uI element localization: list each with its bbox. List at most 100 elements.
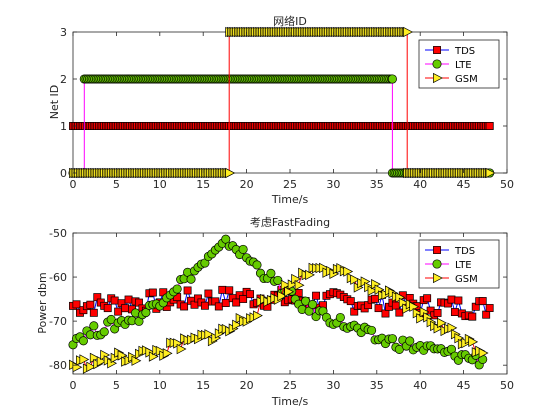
legend-marker-lte — [432, 259, 442, 269]
data-point-tds — [72, 300, 81, 309]
data-point-lte — [405, 336, 415, 346]
data-point-tds — [89, 308, 98, 317]
data-point-tds — [391, 301, 400, 310]
x-tick-label: 20 — [240, 379, 254, 392]
data-point-tds — [103, 304, 112, 313]
data-point-gsm — [437, 317, 447, 329]
y-tick-label: -70 — [49, 315, 67, 328]
data-point-gsm — [284, 286, 295, 297]
x-tick-label: 40 — [413, 178, 427, 191]
ticks-layer-bottom: 0 5 10 15 20 25 30 35 40 45 50 -80 -70 -60 -50 — [49, 227, 514, 392]
x-tick-label: 5 — [113, 379, 120, 392]
data-point-tds — [478, 297, 487, 305]
data-point-tds — [371, 294, 380, 303]
data-point-gsm — [131, 355, 142, 366]
data-point-tds — [221, 299, 230, 307]
data-point-gsm — [162, 348, 173, 359]
x-tick-label: 15 — [196, 379, 210, 392]
legend-marker-gsm — [433, 72, 443, 84]
data-point-tds — [482, 310, 491, 319]
x-tick-label: 0 — [70, 379, 77, 392]
series-gsm — [69, 26, 496, 179]
x-axis-label-top: Time/s — [271, 193, 309, 206]
legend-label-gsm: GSM — [455, 274, 478, 285]
data-point-tds — [110, 296, 119, 305]
data-point-tds — [485, 304, 494, 312]
data-point-tds — [468, 312, 477, 321]
y-tick-label: 3 — [60, 26, 67, 39]
data-point-tds — [148, 288, 157, 297]
series-layer-bottom — [68, 234, 494, 374]
data-point-tds — [312, 291, 320, 300]
data-point-tds — [124, 295, 133, 304]
x-tick-label: 0 — [70, 178, 77, 191]
y-tick-label: 1 — [60, 120, 67, 133]
data-point-gsm — [176, 343, 187, 355]
data-point-gsm — [225, 167, 236, 179]
data-point-tds — [433, 309, 442, 317]
series-layer-top — [68, 26, 496, 179]
data-point-lte — [99, 327, 109, 337]
data-point-lte — [308, 299, 318, 309]
y-tick-label: 0 — [60, 167, 67, 180]
data-point-gsm — [305, 269, 315, 281]
data-point-tds — [374, 304, 383, 313]
data-point-tds — [450, 308, 459, 316]
data-point-tds — [183, 286, 192, 295]
x-tick-label: 20 — [240, 178, 254, 191]
legend-marker-lte — [432, 59, 442, 69]
data-point-lte — [172, 284, 182, 294]
data-point-lte — [335, 312, 345, 323]
legend-marker-tds — [433, 246, 441, 254]
data-point-lte — [186, 274, 196, 284]
data-point-tds — [180, 302, 189, 311]
data-point-tds — [395, 308, 404, 317]
data-point-tds — [447, 295, 456, 304]
legend-box — [418, 39, 500, 89]
plot-net-id: 0 5 10 15 20 25 30 35 40 45 50 0 1 2 3 网络ID Time/s Net… — [48, 14, 514, 206]
data-point-lte — [238, 244, 248, 254]
data-point-lte — [273, 275, 283, 285]
data-point-gsm — [86, 361, 97, 373]
data-point-gsm — [79, 354, 90, 365]
data-point-lte — [367, 325, 377, 335]
x-tick-label: 35 — [370, 178, 384, 191]
y-tick-label: -80 — [49, 359, 67, 372]
y-tick-label: -50 — [49, 227, 67, 240]
data-point-tds — [246, 290, 255, 299]
data-point-lte — [252, 260, 262, 270]
legend-label-tds: TDS — [454, 246, 475, 257]
legend-marker-tds — [433, 46, 441, 54]
x-tick-label: 25 — [283, 178, 297, 191]
legend-label-gsm: GSM — [455, 74, 478, 85]
data-point-tds — [86, 300, 95, 309]
y-axis-label-bottom: Power dbm — [36, 272, 49, 333]
data-point-tds — [204, 289, 213, 298]
y-axis-label-top: Net ID — [48, 85, 61, 120]
data-point-gsm — [478, 347, 489, 359]
x-tick-label: 5 — [113, 178, 120, 191]
data-point-gsm — [403, 26, 414, 38]
x-tick-label: 35 — [370, 379, 384, 392]
data-point-tds — [214, 302, 223, 311]
data-point-tds — [423, 294, 432, 303]
data-point-gsm — [294, 280, 305, 291]
data-point-lte — [89, 321, 99, 331]
x-tick-label: 50 — [500, 178, 514, 191]
x-tick-label: 10 — [153, 178, 167, 191]
data-point-tds — [200, 301, 209, 310]
data-point-gsm — [277, 290, 288, 302]
legend-label-tds: TDS — [454, 46, 475, 57]
legend-label-lte: LTE — [455, 60, 472, 71]
x-tick-label: 25 — [283, 379, 297, 392]
data-point-tds — [121, 304, 130, 313]
data-point-lte — [387, 74, 397, 84]
series-lte — [68, 234, 488, 370]
chart-title-top: 网络ID — [273, 14, 307, 28]
data-point-gsm — [253, 310, 263, 321]
data-point-lte — [387, 334, 397, 344]
y-tick-label: 2 — [60, 73, 67, 86]
y-tick-label: -60 — [49, 271, 67, 284]
x-tick-label: 30 — [326, 379, 340, 392]
